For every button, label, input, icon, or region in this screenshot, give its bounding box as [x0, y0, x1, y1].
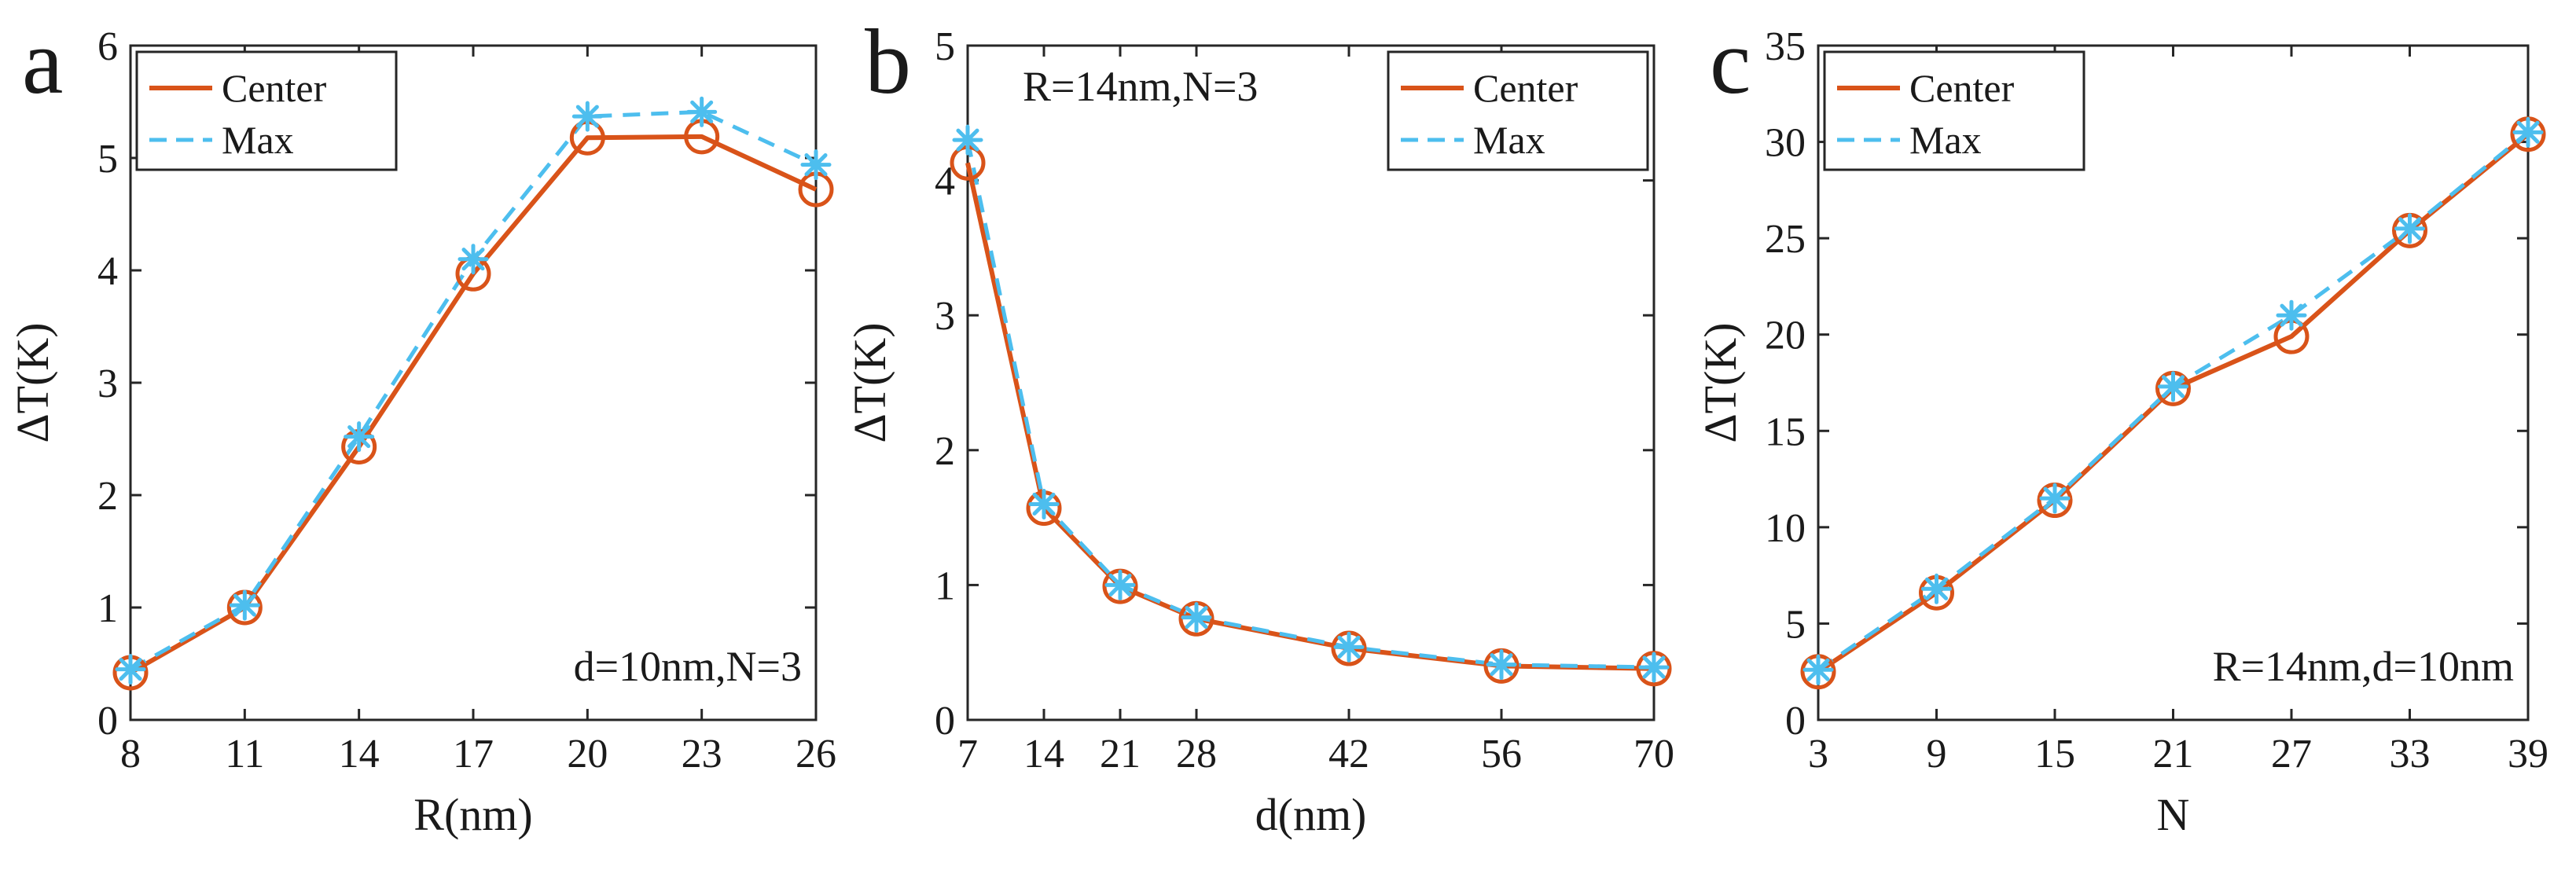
annotation: d=10nm,N=3 [574, 643, 802, 690]
legend: Center Max [1823, 50, 2085, 171]
x-tick-label: 9 [1927, 732, 1947, 776]
x-tick-label: 28 [1176, 732, 1217, 776]
y-tick-label: 2 [935, 429, 955, 474]
y-tick-label: 5 [97, 137, 118, 182]
max-point [952, 124, 983, 156]
max-point [1638, 652, 1670, 683]
y-tick-label: 1 [935, 563, 955, 608]
max-point [2158, 371, 2188, 402]
x-tick-label: 8 [120, 732, 141, 776]
y-tick-label: 4 [97, 249, 118, 294]
legend-box [1823, 50, 2085, 171]
y-axis-label: ΔT(K) [1695, 322, 1746, 442]
y-tick-label: 2 [97, 474, 118, 519]
legend: Center Max [135, 50, 398, 171]
annotation: R=14nm,d=10nm [2213, 643, 2514, 690]
legend-box [1387, 50, 1649, 171]
x-tick-label: 20 [567, 732, 608, 776]
x-tick-label: 33 [2390, 732, 2431, 776]
annotation: R=14nm,N=3 [1023, 63, 1258, 110]
x-axis-label: d(nm) [1255, 789, 1367, 840]
max-point [1486, 649, 1517, 681]
x-tick-label: 23 [682, 732, 722, 776]
series-center-line [965, 162, 1655, 671]
y-tick-label: 6 [97, 24, 118, 69]
y-tick-label: 35 [1765, 24, 1806, 69]
x-tick-label: 21 [1100, 732, 1141, 776]
legend-max-label: Max [222, 118, 294, 162]
max-point [571, 101, 603, 132]
max-point [1921, 573, 1952, 604]
x-tick-label: 27 [2271, 732, 2312, 776]
max-point [344, 421, 375, 453]
y-tick-label: 5 [1785, 602, 1806, 647]
max-point [2039, 483, 2071, 514]
x-tick-label: 56 [1481, 732, 1522, 776]
max-point [686, 96, 718, 127]
x-tick-label: 39 [2508, 732, 2548, 776]
x-tick-label: 26 [796, 732, 836, 776]
legend-max-label: Max [1473, 118, 1545, 162]
x-tick-label: 42 [1328, 732, 1369, 776]
max-point [2276, 299, 2307, 331]
legend-center-label: Center [1909, 66, 2015, 110]
panel-letter: a [22, 10, 63, 113]
x-axis-label: N [2157, 789, 2190, 840]
y-tick-label: 15 [1765, 409, 1806, 454]
y-tick-label: 3 [935, 294, 955, 339]
y-tick-label: 30 [1765, 121, 1806, 166]
y-tick-label: 0 [1785, 699, 1806, 743]
legend-center-label: Center [222, 66, 327, 110]
max-point [229, 589, 260, 621]
max-point [2394, 213, 2425, 244]
y-tick-label: 1 [97, 586, 118, 631]
x-tick-label: 14 [1023, 732, 1064, 776]
series-center-line [129, 134, 818, 675]
legend: Center Max [1387, 50, 1649, 171]
x-tick-label: 17 [453, 732, 494, 776]
x-tick-label: 21 [2153, 732, 2194, 776]
legend-max-label: Max [1909, 118, 1982, 162]
x-tick-label: 14 [339, 732, 380, 776]
x-tick-label: 3 [1808, 732, 1828, 776]
max-point [1802, 654, 1834, 685]
x-axis-label: R(nm) [413, 789, 532, 840]
x-tick-label: 11 [225, 732, 264, 776]
legend-box [135, 50, 398, 171]
max-point [800, 149, 832, 181]
x-tick-label: 15 [2034, 732, 2075, 776]
max-point [1181, 602, 1212, 633]
y-axis-label: ΔT(K) [844, 322, 895, 442]
x-tick-label: 7 [957, 732, 978, 776]
max-point [115, 654, 146, 685]
panel-letter: c [1710, 10, 1751, 113]
series-max-line [965, 139, 1655, 670]
series-max-line [129, 109, 818, 671]
max-point [458, 244, 489, 275]
y-tick-label: 20 [1765, 314, 1806, 358]
panel-letter: b [865, 10, 911, 113]
max-point [2512, 116, 2544, 148]
x-tick-label: 70 [1633, 732, 1674, 776]
y-tick-label: 10 [1765, 506, 1806, 551]
y-tick-label: 5 [935, 24, 955, 69]
y-tick-label: 25 [1765, 217, 1806, 262]
max-point [1333, 631, 1365, 663]
y-tick-label: 0 [97, 699, 118, 743]
y-tick-label: 0 [935, 699, 955, 743]
max-point [1104, 569, 1136, 600]
max-point [1028, 488, 1060, 519]
y-axis-label: ΔT(K) [7, 322, 58, 442]
plot-frame [966, 44, 1655, 721]
legend-center-label: Center [1473, 66, 1578, 110]
y-tick-label: 3 [97, 362, 118, 406]
